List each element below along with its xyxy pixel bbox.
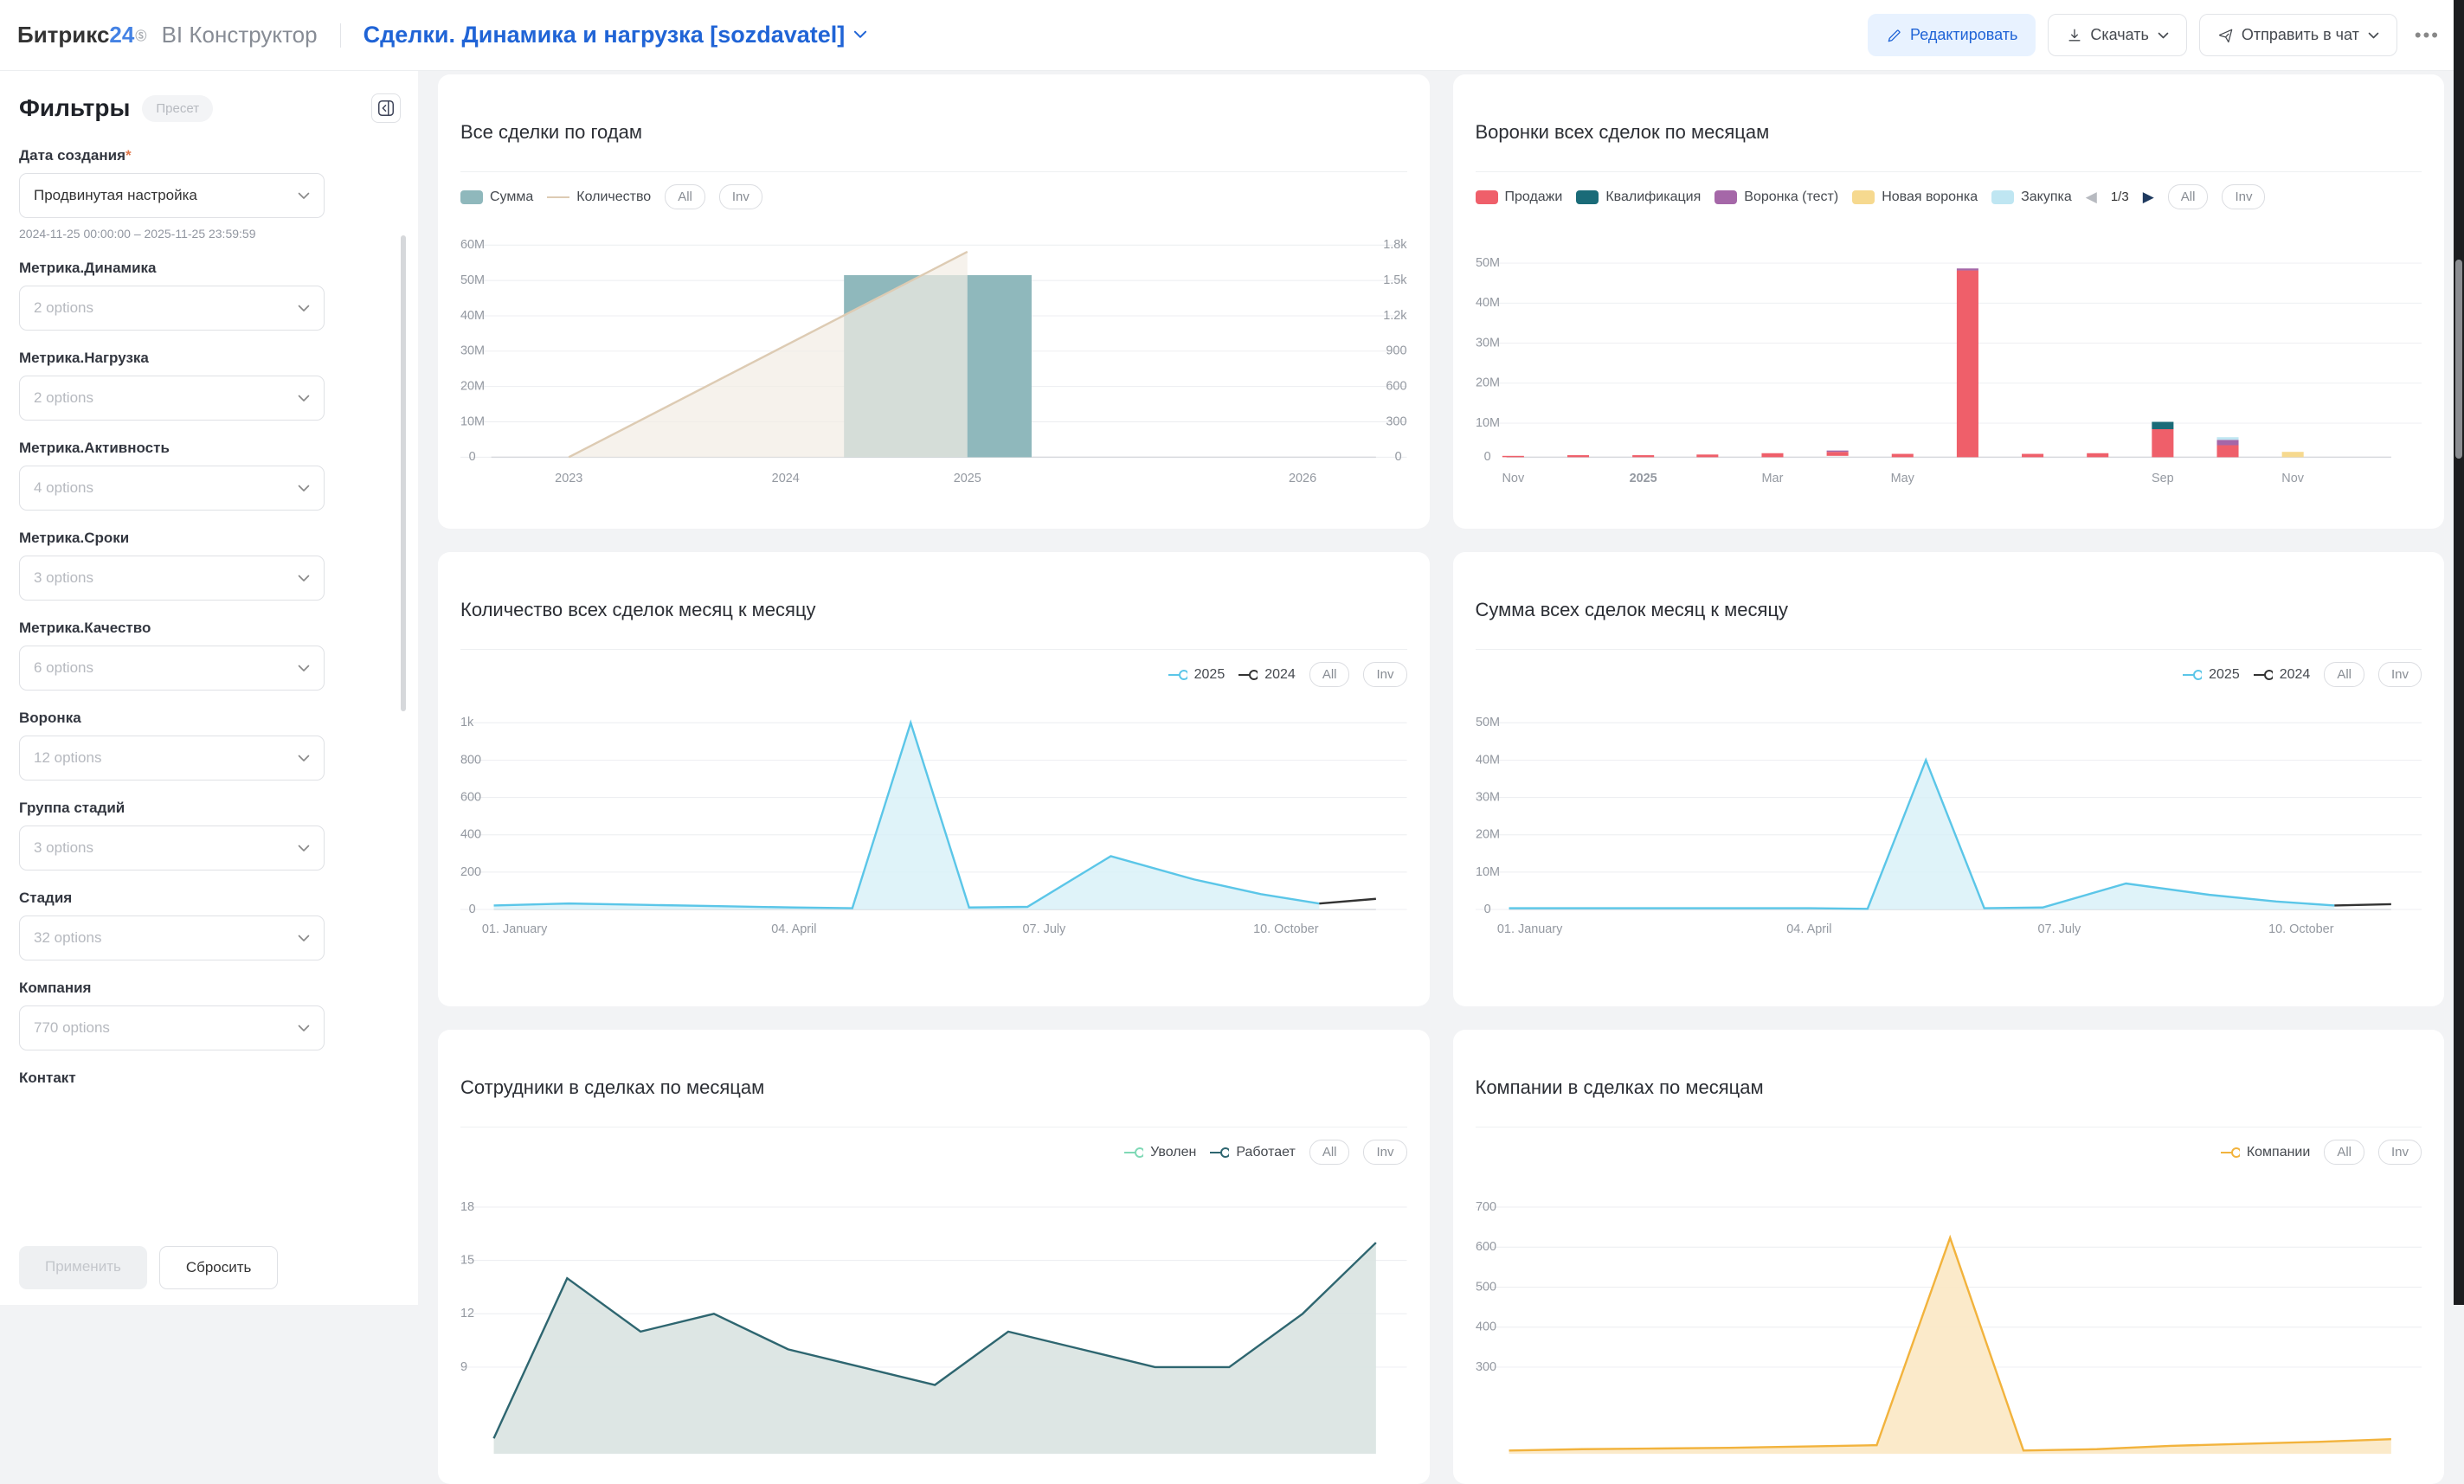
svg-text:900: 900 bbox=[1386, 344, 1406, 358]
svg-text:18: 18 bbox=[460, 1200, 474, 1214]
svg-text:12: 12 bbox=[460, 1307, 474, 1320]
svg-text:300: 300 bbox=[1476, 1360, 1496, 1374]
svg-text:9: 9 bbox=[460, 1360, 467, 1374]
svg-text:50M: 50M bbox=[1476, 716, 1500, 729]
svg-text:600: 600 bbox=[1386, 380, 1406, 394]
svg-text:2024: 2024 bbox=[772, 472, 800, 485]
svg-text:1.8k: 1.8k bbox=[1383, 238, 1406, 252]
svg-text:2025: 2025 bbox=[954, 472, 981, 485]
svg-text:10M: 10M bbox=[460, 414, 485, 428]
svg-text:40M: 40M bbox=[1476, 296, 1500, 310]
svg-text:200: 200 bbox=[460, 865, 481, 879]
svg-text:600: 600 bbox=[460, 790, 481, 804]
svg-text:50M: 50M bbox=[460, 273, 485, 287]
svg-text:15: 15 bbox=[460, 1253, 474, 1267]
svg-text:1.5k: 1.5k bbox=[1383, 273, 1406, 287]
svg-text:20M: 20M bbox=[1476, 828, 1500, 842]
svg-text:10. October: 10. October bbox=[1253, 922, 1319, 936]
svg-text:10M: 10M bbox=[1476, 416, 1500, 430]
svg-text:0: 0 bbox=[1483, 450, 1490, 464]
svg-text:0: 0 bbox=[1395, 450, 1402, 464]
svg-text:400: 400 bbox=[1476, 1320, 1496, 1334]
svg-text:01. January: 01. January bbox=[1496, 922, 1562, 936]
svg-text:400: 400 bbox=[460, 828, 481, 842]
svg-text:Mar: Mar bbox=[1761, 472, 1783, 485]
svg-text:300: 300 bbox=[1386, 414, 1406, 428]
svg-text:Sep: Sep bbox=[2152, 472, 2174, 485]
svg-text:04. April: 04. April bbox=[1786, 922, 1831, 936]
svg-text:30M: 30M bbox=[1476, 336, 1500, 350]
svg-text:0: 0 bbox=[469, 450, 476, 464]
svg-text:20M: 20M bbox=[460, 380, 485, 394]
svg-text:700: 700 bbox=[1476, 1200, 1496, 1214]
svg-text:10. October: 10. October bbox=[2268, 922, 2334, 936]
svg-text:Nov: Nov bbox=[2281, 472, 2304, 485]
svg-text:01. January: 01. January bbox=[482, 922, 548, 936]
svg-text:2025: 2025 bbox=[1629, 472, 1657, 485]
svg-text:10M: 10M bbox=[1476, 865, 1500, 879]
svg-text:07. July: 07. July bbox=[1023, 922, 1067, 936]
svg-text:Nov: Nov bbox=[1502, 472, 1524, 485]
svg-text:800: 800 bbox=[460, 753, 481, 767]
svg-text:50M: 50M bbox=[1476, 256, 1500, 270]
svg-text:2026: 2026 bbox=[1289, 472, 1316, 485]
svg-text:04. April: 04. April bbox=[771, 922, 816, 936]
svg-text:40M: 40M bbox=[1476, 753, 1500, 767]
svg-text:500: 500 bbox=[1476, 1280, 1496, 1294]
svg-text:07. July: 07. July bbox=[2037, 922, 2081, 936]
svg-text:May: May bbox=[1890, 472, 1914, 485]
svg-text:600: 600 bbox=[1476, 1240, 1496, 1254]
svg-text:2023: 2023 bbox=[555, 472, 582, 485]
svg-text:1k: 1k bbox=[460, 716, 474, 729]
svg-text:30M: 30M bbox=[1476, 790, 1500, 804]
svg-text:0: 0 bbox=[469, 903, 476, 916]
svg-text:30M: 30M bbox=[460, 344, 485, 358]
svg-text:1.2k: 1.2k bbox=[1383, 309, 1406, 323]
svg-text:0: 0 bbox=[1483, 903, 1490, 916]
svg-text:40M: 40M bbox=[460, 309, 485, 323]
svg-text:20M: 20M bbox=[1476, 376, 1500, 390]
svg-text:60M: 60M bbox=[460, 238, 485, 252]
